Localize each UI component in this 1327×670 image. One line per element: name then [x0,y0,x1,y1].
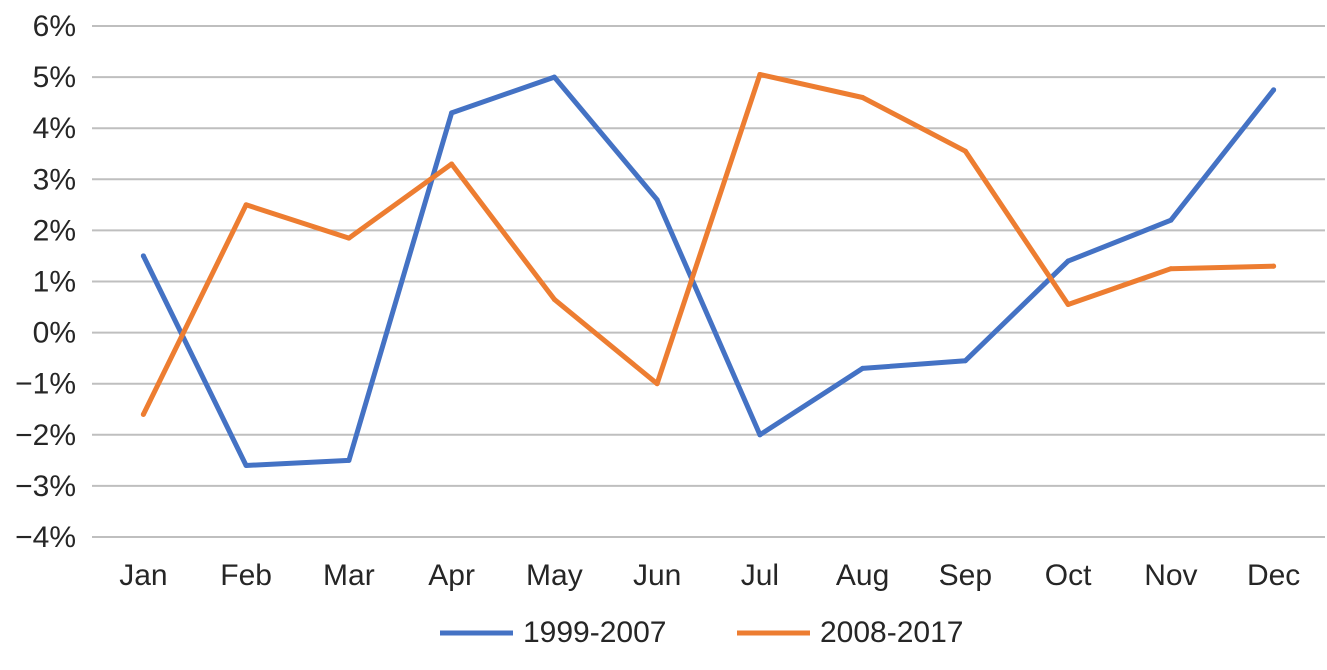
data-point [1065,301,1071,307]
x-tick-label: Dec [1247,559,1300,592]
x-tick-label: Sep [939,559,992,592]
data-point [140,253,146,259]
data-point [346,457,352,463]
x-tick-label: Apr [428,559,475,592]
x-tick-label: Feb [220,559,272,592]
data-point [1271,263,1277,269]
y-tick-label: −1% [15,368,76,401]
data-point [757,72,763,78]
y-tick-label: 0% [33,317,76,350]
legend-label: 2008-2017 [820,616,963,649]
y-tick-label: −2% [15,419,76,452]
series-lines [140,72,1277,468]
data-point [757,432,763,438]
data-point [449,161,455,167]
x-tick-label: Nov [1144,559,1197,592]
data-point [243,202,249,208]
data-point [860,365,866,371]
data-point [654,197,660,203]
data-point [860,95,866,101]
x-tick-label: Jun [633,559,681,592]
data-point [962,148,968,154]
data-point [1168,217,1174,223]
y-tick-label: 5% [33,61,76,94]
data-point [140,411,146,417]
x-tick-label: Oct [1045,559,1092,592]
legend-label: 1999-2007 [523,616,666,649]
series-line-2008-2017 [140,72,1277,417]
data-point [962,358,968,364]
series-line-1999-2007 [140,74,1277,468]
data-point [654,381,660,387]
x-tick-label: Jul [741,559,779,592]
x-tick-label: Mar [323,559,375,592]
data-point [1271,87,1277,93]
y-tick-label: −4% [15,521,76,554]
y-tick-label: 1% [33,266,76,299]
data-point [551,74,557,80]
data-point [243,462,249,468]
y-axis-tick-labels: 6% 5% 4% 3% 2% 1% 0% −1% −2% −3% −4% [15,10,76,554]
data-point [551,296,557,302]
legend: 1999-2007 2008-2017 [440,616,963,649]
y-tick-label: 4% [33,112,76,145]
y-tick-label: 6% [33,10,76,43]
x-tick-label: Jan [119,559,167,592]
y-tick-label: 2% [33,214,76,247]
x-axis-tick-labels: Jan Feb Mar Apr May Jun Jul Aug Sep Oct Nov Dec [119,559,1300,592]
x-tick-label: Aug [836,559,889,592]
x-tick-label: May [526,559,583,592]
y-tick-label: 3% [33,163,76,196]
data-point [346,235,352,241]
data-point [1065,258,1071,264]
data-point [449,110,455,116]
y-tick-label: −3% [15,470,76,503]
data-point [1168,266,1174,272]
